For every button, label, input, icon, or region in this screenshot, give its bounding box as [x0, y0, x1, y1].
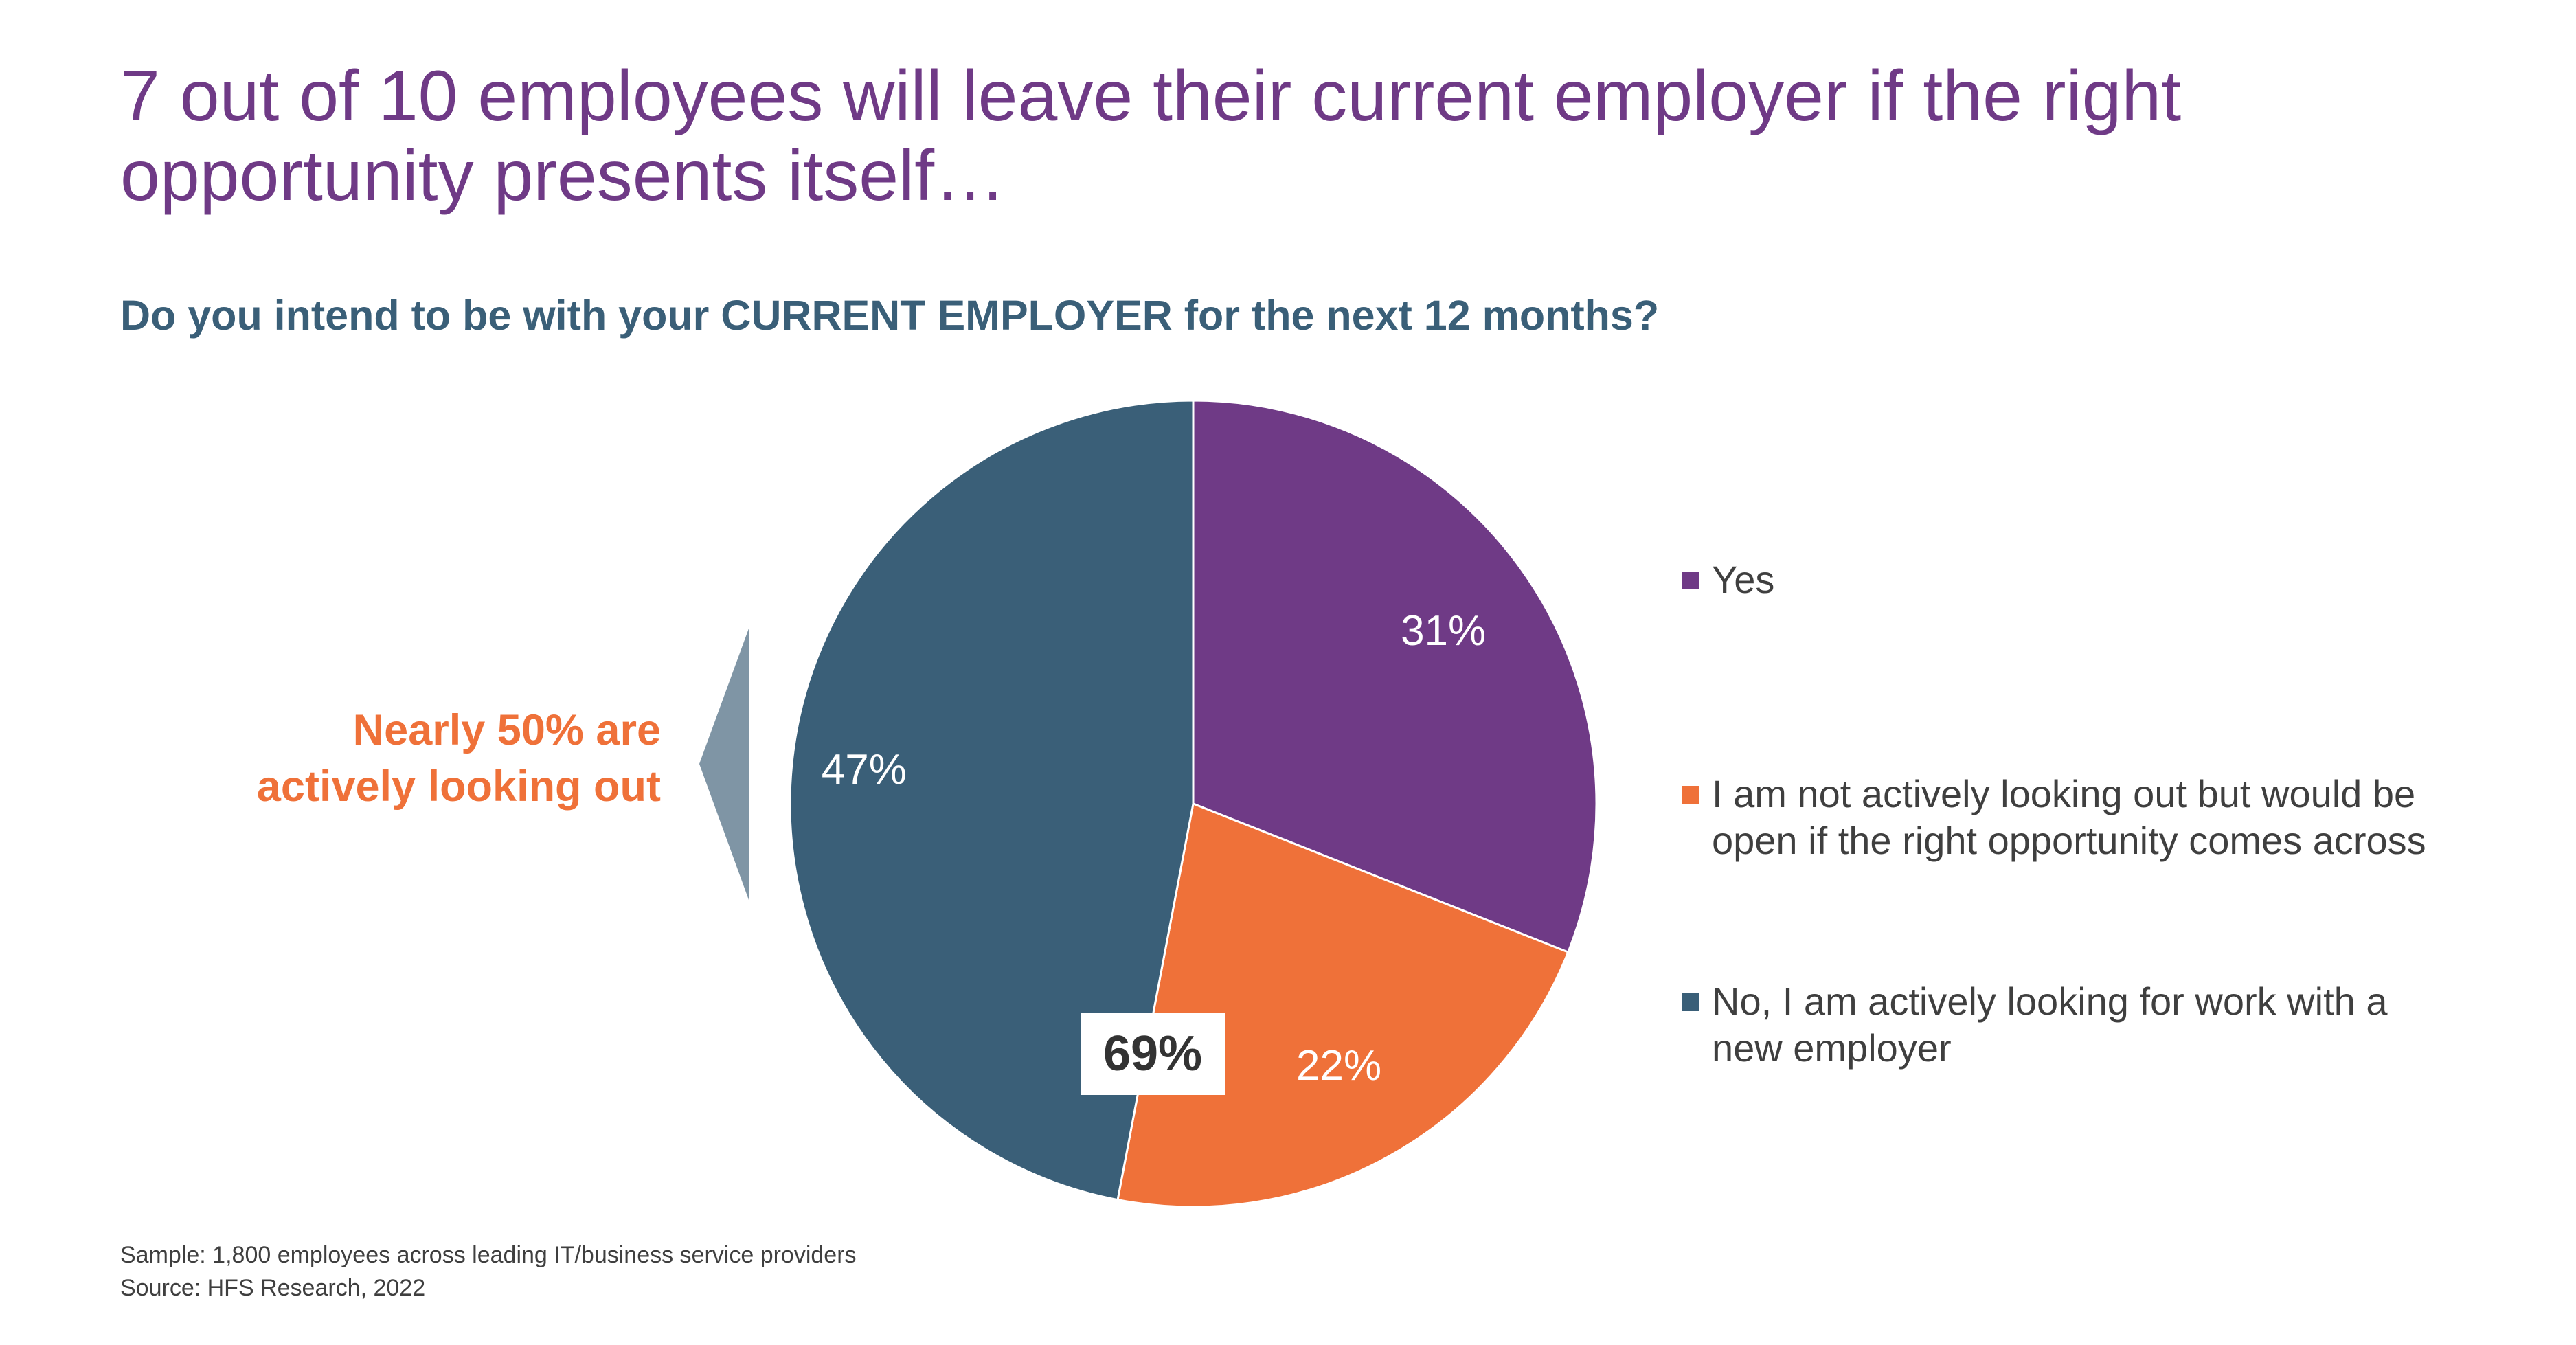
pie-slice-yes [1192, 399, 1598, 954]
legend-swatch-yes [1682, 572, 1699, 589]
legend-item-open: I am not actively looking out but would … [1682, 771, 2426, 864]
pie-label-no: 47% [822, 746, 907, 793]
chart-subtitle: Do you intend to be with your CURRENT EM… [120, 292, 1660, 339]
legend-swatch-open [1682, 786, 1699, 804]
pie-slice-open [1116, 802, 1570, 1208]
legend-label-yes: Yes [1712, 558, 1775, 601]
pie-slice-no [789, 399, 1195, 1201]
legend-label-no: No, I am actively looking for work with … [1712, 980, 2388, 1070]
footnote-source: Source: HFS Research, 2022 [120, 1275, 426, 1301]
callout-arrow [699, 629, 749, 900]
legend-item-no: No, I am actively looking for work with … [1682, 978, 2387, 1072]
callout-text: Nearly 50% are actively looking out [257, 702, 661, 815]
footnote-sample: Sample: 1,800 employees across leading I… [120, 1242, 857, 1268]
pie-slices [789, 399, 1598, 1208]
legend-label-open: I am not actively looking out but would … [1712, 772, 2426, 862]
page-title: 7 out of 10 employees will leave their c… [120, 56, 2182, 216]
callout-line-2: actively looking out [256, 762, 661, 811]
combined-percentage-box: 69% [1081, 1013, 1225, 1095]
pie-label-yes: 31% [1401, 607, 1486, 655]
pie-slice-labels: 31% 22% 47% [822, 607, 1486, 1089]
legend-swatch-no [1682, 993, 1699, 1011]
legend-item-yes: Yes [1682, 556, 1774, 603]
callout-line-1: Nearly 50% are [352, 706, 661, 754]
pie-label-open: 22% [1296, 1042, 1381, 1089]
